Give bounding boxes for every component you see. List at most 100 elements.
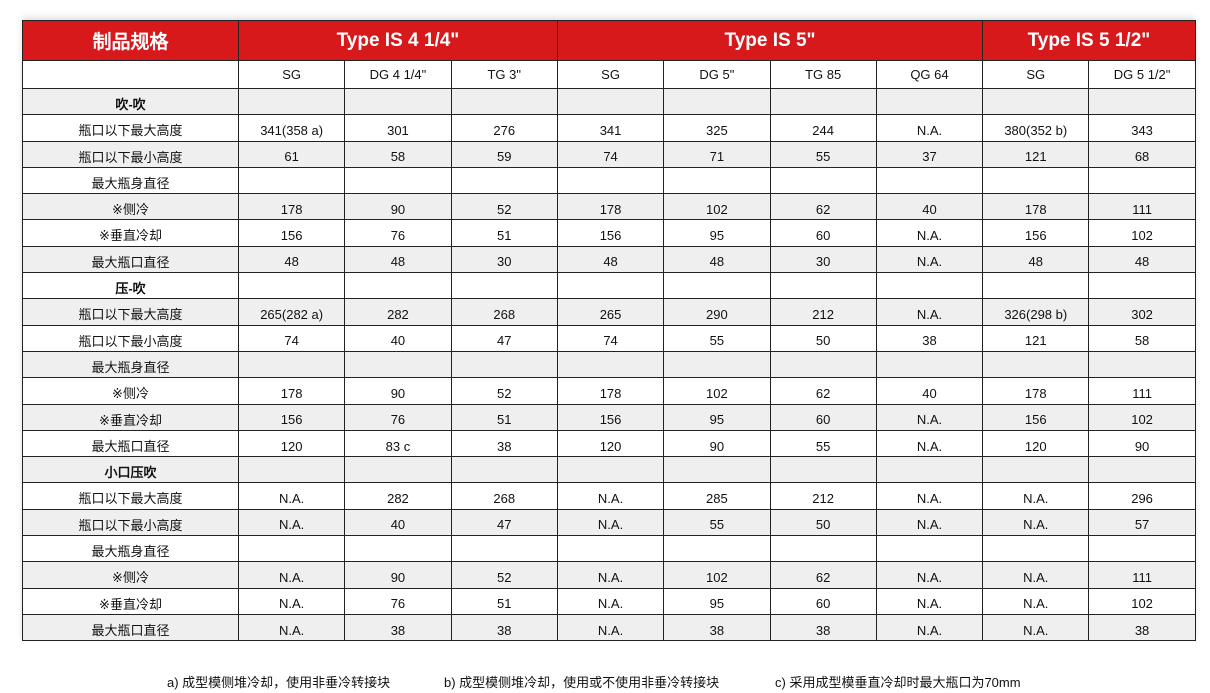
footnote-c: c) 采用成型模垂直冷却时最大瓶口为70mm: [775, 675, 1021, 690]
value-cell: [450, 272, 558, 300]
value-cell: N.A.: [875, 298, 984, 326]
row-label: ※垂直冷却: [22, 403, 239, 431]
value-cell: N.A.: [875, 429, 984, 458]
row-label: ※侧冷: [22, 193, 239, 221]
column-header: DG 5 1/2": [1088, 60, 1196, 89]
value-cell: [663, 535, 771, 563]
value-cell: 51: [450, 403, 558, 431]
value-cell: 68: [1088, 140, 1196, 168]
value-cell: 52: [450, 561, 558, 589]
value-cell: 38: [663, 613, 771, 642]
value-cell: [875, 272, 984, 300]
value-cell: [1088, 272, 1196, 300]
value-cell: [450, 350, 558, 379]
value-cell: 47: [450, 324, 558, 352]
value-cell: 48: [237, 245, 346, 274]
section-label: 小口压吹: [22, 456, 239, 484]
value-cell: 268: [450, 298, 558, 326]
value-cell: 50: [769, 508, 877, 537]
column-header: SG: [237, 60, 346, 89]
value-cell: 326(298 b): [982, 298, 1090, 326]
value-cell: 40: [344, 508, 452, 537]
row-label: 最大瓶口直径: [22, 613, 239, 642]
value-cell: N.A.: [982, 508, 1090, 537]
value-cell: 38: [450, 613, 558, 642]
table-row: 瓶口以下最大高度 341(358 a) 301 276 341 325 244 N.A. 380…: [22, 114, 1196, 142]
value-cell: N.A.: [237, 587, 346, 615]
value-cell: 52: [450, 193, 558, 221]
value-cell: 120: [237, 429, 346, 458]
value-cell: 60: [769, 587, 877, 615]
value-cell: [1088, 456, 1196, 484]
value-cell: 62: [769, 193, 877, 221]
row-label: 瓶口以下最小高度: [22, 508, 239, 537]
value-cell: 178: [982, 377, 1090, 405]
value-cell: 30: [769, 245, 877, 274]
value-cell: 57: [1088, 508, 1196, 537]
table-row: 最大瓶身直径: [22, 166, 1196, 195]
value-cell: 90: [1088, 429, 1196, 458]
value-cell: 156: [556, 403, 665, 431]
spec-table: 制品规格 Type IS 4 1/4" Type IS 5" Type IS 5…: [22, 20, 1196, 642]
value-cell: [344, 166, 452, 195]
value-cell: 59: [450, 140, 558, 168]
value-cell: N.A.: [237, 482, 346, 510]
value-cell: 111: [1088, 377, 1196, 405]
value-cell: [556, 87, 665, 116]
value-cell: 121: [982, 324, 1090, 352]
value-cell: 244: [769, 114, 877, 142]
value-cell: N.A.: [875, 114, 984, 142]
value-cell: [875, 350, 984, 379]
value-cell: [769, 456, 877, 484]
value-cell: [982, 456, 1090, 484]
value-cell: 48: [982, 245, 1090, 274]
value-cell: 90: [663, 429, 771, 458]
value-cell: 48: [663, 245, 771, 274]
value-cell: 38: [875, 324, 984, 352]
spec-table-container: 制品规格 Type IS 4 1/4" Type IS 5" Type IS 5…: [22, 20, 1196, 642]
value-cell: 90: [344, 377, 452, 405]
value-cell: N.A.: [237, 508, 346, 537]
value-cell: [663, 456, 771, 484]
value-cell: 95: [663, 587, 771, 615]
value-cell: [982, 350, 1090, 379]
header-row: 制品规格 Type IS 4 1/4" Type IS 5" Type IS 5…: [22, 20, 1196, 61]
table-row: ※垂直冷却 156 76 51 156 95 60 N.A. 156 102: [22, 219, 1196, 247]
value-cell: 62: [769, 561, 877, 589]
value-cell: 296: [1088, 482, 1196, 510]
row-label: 最大瓶身直径: [22, 166, 239, 195]
value-cell: 156: [982, 219, 1090, 247]
column-header-row: SG DG 4 1/4" TG 3" SG DG 5" TG 85 QG 64 …: [22, 60, 1196, 89]
value-cell: 102: [1088, 403, 1196, 431]
value-cell: [344, 350, 452, 379]
column-header: TG 85: [769, 60, 877, 89]
value-cell: 71: [663, 140, 771, 168]
row-label: ※侧冷: [22, 377, 239, 405]
value-cell: N.A.: [982, 613, 1090, 642]
value-cell: N.A.: [875, 245, 984, 274]
table-row: 最大瓶口直径 120 83 c 38 120 90 55 N.A. 120 90: [22, 429, 1196, 458]
value-cell: 37: [875, 140, 984, 168]
value-cell: [344, 456, 452, 484]
value-cell: [663, 272, 771, 300]
value-cell: N.A.: [875, 508, 984, 537]
value-cell: [769, 272, 877, 300]
value-cell: N.A.: [556, 482, 665, 510]
value-cell: N.A.: [875, 482, 984, 510]
value-cell: [237, 456, 346, 484]
value-cell: 302: [1088, 298, 1196, 326]
value-cell: 90: [344, 561, 452, 589]
row-label: 瓶口以下最大高度: [22, 482, 239, 510]
value-cell: 51: [450, 587, 558, 615]
value-cell: 178: [237, 377, 346, 405]
value-cell: [344, 535, 452, 563]
value-cell: [237, 272, 346, 300]
value-cell: [556, 166, 665, 195]
value-cell: 212: [769, 298, 877, 326]
value-cell: 341: [556, 114, 665, 142]
value-cell: N.A.: [982, 482, 1090, 510]
value-cell: N.A.: [875, 587, 984, 615]
value-cell: 55: [663, 324, 771, 352]
row-label: 瓶口以下最小高度: [22, 140, 239, 168]
value-cell: 61: [237, 140, 346, 168]
